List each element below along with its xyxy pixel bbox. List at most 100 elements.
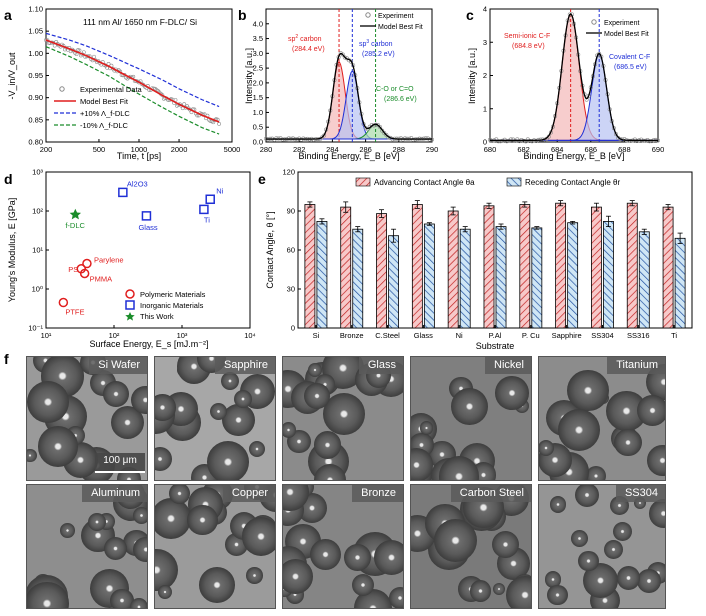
y-tick-label: 30 bbox=[287, 285, 295, 294]
panel-letter-e: e bbox=[258, 171, 266, 187]
y-tick-label: 120 bbox=[282, 168, 295, 177]
y-tick-label: 0.0 bbox=[253, 138, 263, 147]
y-tick-label: 0 bbox=[291, 324, 295, 333]
micrograph-label: Si Wafer bbox=[89, 357, 147, 374]
peak-label-co-ev: (286.6 eV) bbox=[384, 96, 417, 103]
droplet bbox=[389, 587, 404, 609]
bar-advancing bbox=[627, 203, 637, 328]
bar-receding bbox=[603, 221, 613, 328]
droplet bbox=[38, 426, 79, 467]
chart-b-ylabel: Intensity [a.u.] bbox=[244, 48, 254, 104]
bar-receding bbox=[424, 224, 434, 328]
y-tick-label: 1.05 bbox=[28, 27, 43, 36]
droplet bbox=[451, 388, 488, 425]
bar-receding bbox=[353, 229, 363, 328]
micrograph-label: Titanium bbox=[607, 357, 665, 374]
y-tick-label: 60 bbox=[287, 246, 295, 255]
chart-c: 680 682 684 686 688 690 0 1 2 3 4 Experiment Model… bbox=[467, 5, 664, 162]
micrograph-bronze: Bronze bbox=[282, 484, 404, 609]
x-tick-label: 690 bbox=[652, 145, 665, 154]
scale-bar: 100 μm bbox=[95, 453, 145, 473]
bar-advancing bbox=[341, 207, 351, 328]
category-label: P.Al bbox=[489, 331, 502, 340]
y-tick-label: 2 bbox=[483, 71, 487, 80]
bar-advancing bbox=[520, 205, 530, 329]
category-label: SS304 bbox=[591, 331, 614, 340]
bar-advancing bbox=[377, 214, 387, 328]
chart-a-xlabel: Time, t [ps] bbox=[117, 151, 161, 161]
chart-b: 280 282 284 286 288 2900.00.51.01.52.02.53.03… bbox=[244, 9, 438, 161]
chart-a-frame bbox=[46, 9, 232, 142]
data-point-glass bbox=[142, 212, 150, 220]
chart-d-xlabel: Surface Energy, E_s [mJ.m⁻²] bbox=[89, 339, 208, 349]
droplet bbox=[246, 567, 263, 584]
droplet bbox=[604, 540, 623, 559]
category-label: Sapphire bbox=[552, 331, 582, 340]
micrograph-label: Copper bbox=[223, 485, 275, 502]
droplet bbox=[470, 580, 492, 602]
droplet bbox=[242, 517, 276, 556]
y-tick-label: 3.0 bbox=[253, 49, 263, 58]
point-label-ni: Ni bbox=[216, 186, 223, 195]
y-tick-label: 3 bbox=[483, 38, 487, 47]
bar-receding bbox=[639, 232, 649, 328]
legend-label-experiment-b: Experiment bbox=[378, 13, 413, 20]
micrograph-titanium: Titanium bbox=[538, 356, 666, 481]
x-tick-label: 2000 bbox=[171, 145, 188, 154]
droplet bbox=[169, 484, 190, 504]
y-tick-label: 1 bbox=[483, 104, 487, 113]
data-point-f-dlc bbox=[70, 209, 81, 220]
droplet bbox=[649, 499, 666, 528]
x-tick-label: 290 bbox=[426, 145, 439, 154]
micrograph-ss304: SS304 bbox=[538, 484, 666, 609]
droplet bbox=[617, 566, 641, 590]
droplet bbox=[614, 429, 641, 456]
legend-label-advancing: Advancing Contact Angle θa bbox=[374, 178, 475, 187]
bar-receding bbox=[317, 221, 327, 328]
droplet bbox=[314, 431, 342, 459]
y-tick-label: 10⁰ bbox=[32, 285, 43, 294]
peak-label-co: C-O or C=O bbox=[376, 86, 414, 93]
droplet bbox=[352, 574, 374, 596]
droplet bbox=[154, 447, 172, 471]
micrograph-label: Sapphire bbox=[215, 357, 275, 374]
bar-receding bbox=[675, 238, 685, 328]
panel-letter-b: b bbox=[238, 7, 247, 23]
droplet bbox=[637, 569, 661, 593]
droplet bbox=[558, 409, 600, 451]
chart-a-legend: Experimental Data Model Best Fit +10% Λ_… bbox=[54, 85, 143, 130]
series-line-plus10 bbox=[46, 33, 219, 106]
panel-letter-f: f bbox=[4, 351, 9, 367]
y-tick-label: 10³ bbox=[32, 168, 43, 177]
legend-label-polymeric: Polymeric Materials bbox=[140, 290, 206, 299]
droplet bbox=[547, 585, 568, 606]
micrograph-sapphire: Sapphire bbox=[154, 356, 276, 481]
y-tick-label: 4 bbox=[483, 5, 487, 14]
legend-label-receding: Receding Contact Angle θr bbox=[525, 178, 621, 187]
droplet bbox=[154, 498, 191, 538]
bar-advancing bbox=[484, 206, 494, 328]
micrograph-carbon-steel: Carbon Steel bbox=[410, 484, 532, 609]
micrograph-label: Nickel bbox=[485, 357, 531, 374]
chart-a: 111 nm Al/ 1650 nm F-DLC/ Si 200 500 1000 2… bbox=[7, 5, 240, 162]
chart-a-ylabel: -V_in/V_out bbox=[7, 52, 17, 100]
droplet bbox=[304, 383, 330, 409]
micrograph-aluminum: Aluminum bbox=[26, 484, 148, 609]
peak-label-semi-ionic-ev: (684.8 eV) bbox=[512, 43, 545, 50]
y-tick-label: 10⁻¹ bbox=[28, 324, 43, 333]
peak-label-sp2-ev: (284.4 eV) bbox=[292, 46, 325, 53]
droplet bbox=[637, 395, 666, 426]
category-label: P. Cu bbox=[522, 331, 540, 340]
legend-marker-polymeric bbox=[126, 290, 134, 298]
droplet bbox=[27, 381, 69, 423]
droplet bbox=[282, 559, 313, 594]
experimental-point bbox=[218, 122, 221, 125]
data-point-ni bbox=[206, 195, 214, 203]
micrograph-label: Carbon Steel bbox=[451, 485, 531, 502]
legend-label-model: Model Best Fit bbox=[80, 97, 129, 106]
y-tick-label: 0.90 bbox=[28, 93, 43, 102]
micrograph-si-wafer: Si Wafer 100 μm bbox=[26, 356, 148, 481]
bar-advancing bbox=[305, 205, 315, 329]
droplet bbox=[249, 441, 265, 457]
droplet bbox=[420, 421, 433, 434]
